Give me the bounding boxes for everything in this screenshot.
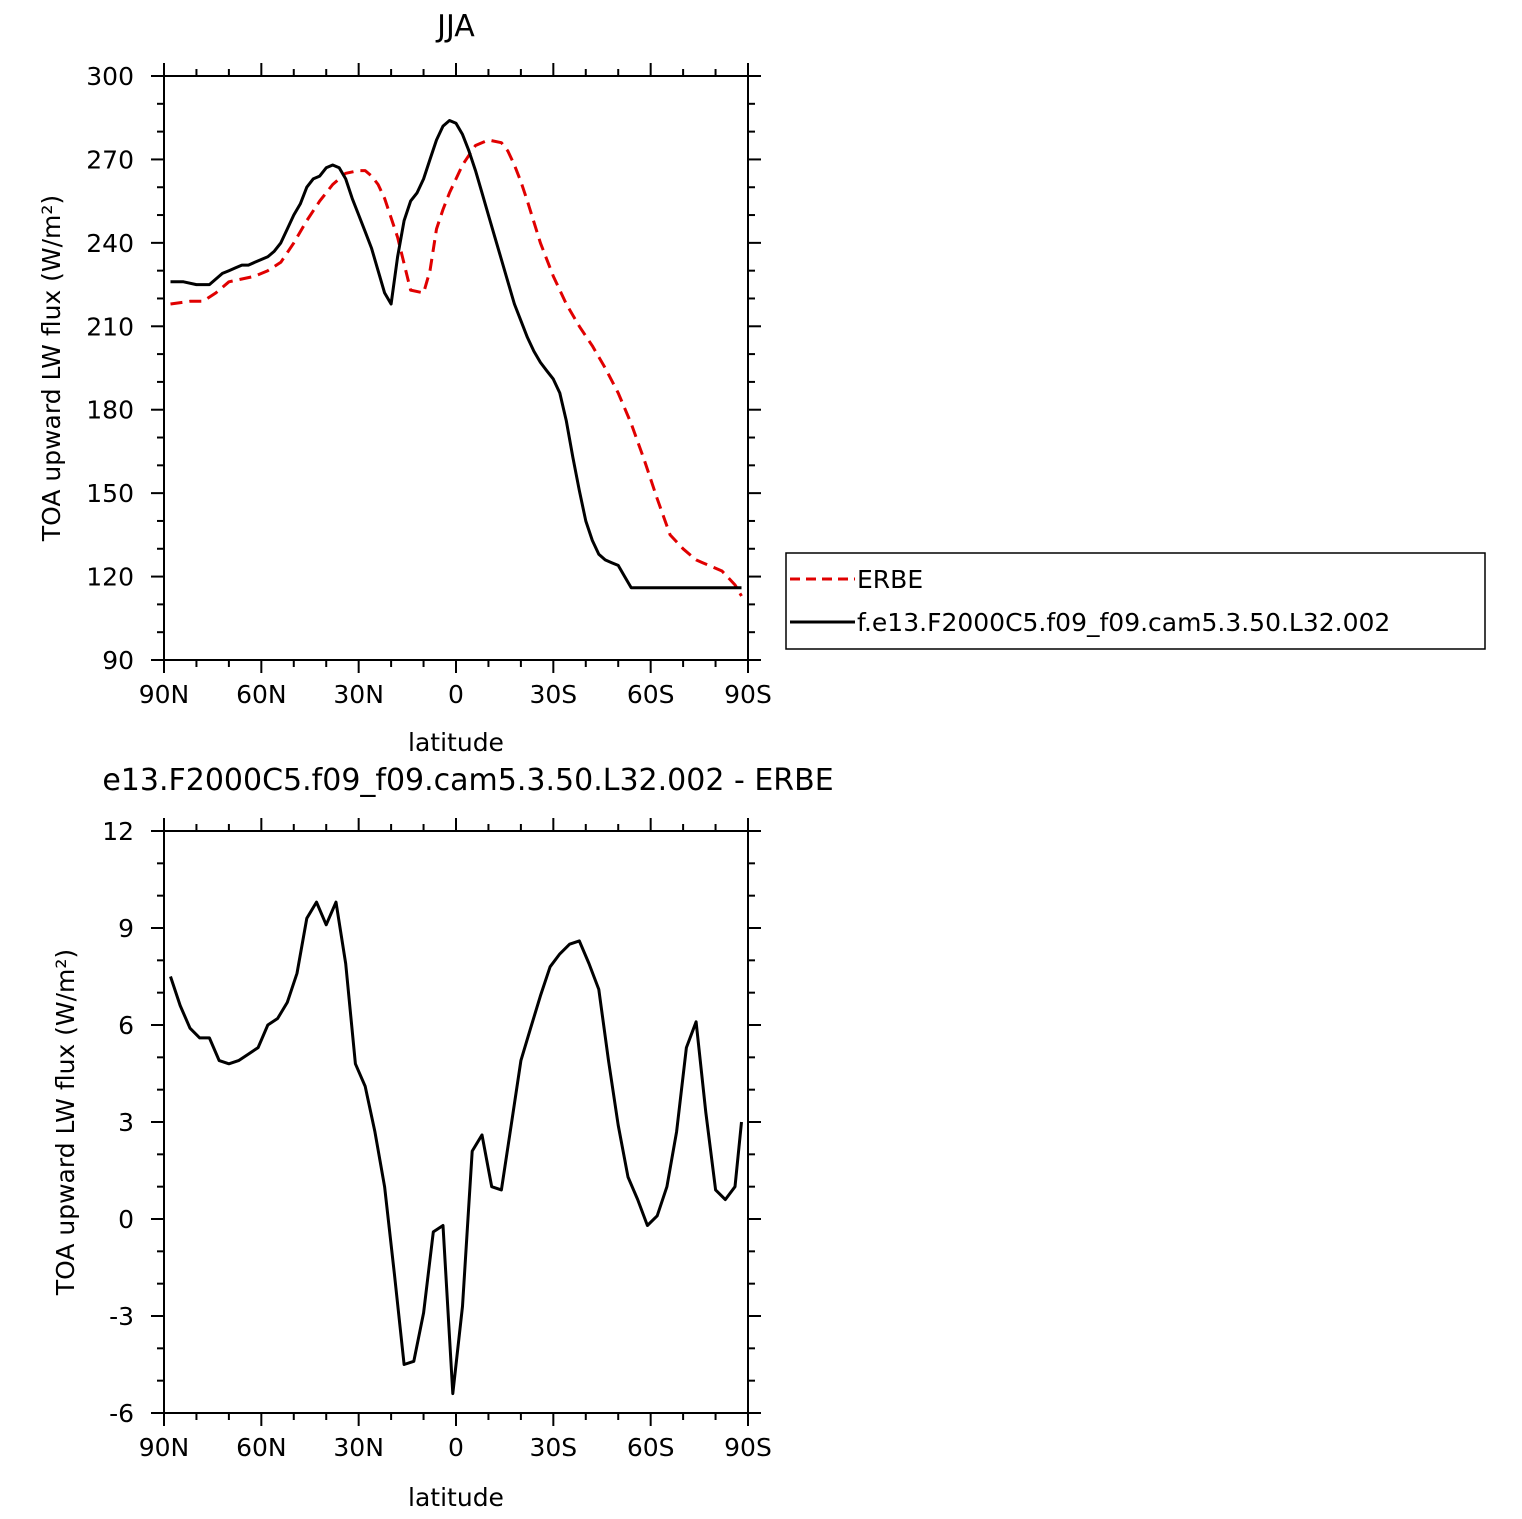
top-chart-title: JJA [435,9,475,44]
top-y-tick-label: 90 [102,646,134,675]
top-x-tick-label: 90N [139,680,190,709]
top-tick-layer: 90N 60N 30N 0 30S 60S 90S 90 120 150 180 210 240 270 3… [86,62,772,709]
top-series-1-line [170,119,742,590]
top-y-tick-label: 180 [86,396,134,425]
legend-model-label: f.e13.F2000C5.f09_f09.cam5.3.50.L32.002 [857,608,1390,637]
bottom-tick-layer: 90N 60N 30N 0 30S 60S 90S -6 -3 0 3 6 9 12 [102,817,772,1462]
legend-erbe-label: ERBE [857,565,923,594]
top-y-tick-label: 150 [86,479,134,508]
bottom-y-tick-label: 0 [118,1205,134,1234]
top-x-tick-label: 30N [333,680,384,709]
top-x-tick-label: 30S [529,680,577,709]
top-series-layer [170,119,743,597]
bottom-x-tick-label: 60N [236,1433,287,1462]
top-series-0-line [170,138,743,597]
bottom-x-tick-label: 30N [333,1433,384,1462]
bottom-plot-frame [163,830,749,1414]
top-x-tick-label: 0 [448,680,464,709]
bottom-x-tick-label: 60S [627,1433,675,1462]
bottom-y-tick-label: 9 [118,914,134,943]
bottom-y-tick-label: 12 [102,817,134,846]
top-y-tick-label: 240 [86,229,134,258]
top-y-tick-label: 210 [86,312,134,341]
top-x-tick-label: 60S [627,680,675,709]
legend-box [785,552,1486,650]
bottom-y-tick-label: -3 [109,1302,134,1331]
top-x-tick-label: 60N [236,680,287,709]
bottom-y-tick-label: 6 [118,1011,134,1040]
legend: ERBE f.e13.F2000C5.f09_f09.cam5.3.50.L32… [785,552,1486,650]
top-y-axis-label: TOA upward LW flux (W/m²) [37,195,66,542]
bottom-series-0-line [169,900,743,1396]
top-y-tick-label: 300 [86,62,134,91]
bottom-x-tick-label: 30S [529,1433,577,1462]
bottom-series-layer [169,900,743,1396]
bottom-y-axis-label: TOA upward LW flux (W/m²) [51,949,80,1296]
bottom-x-tick-label: 90N [139,1433,190,1462]
bottom-x-tick-label: 0 [448,1433,464,1462]
bottom-chart-title: e13.F2000C5.f09_f09.cam5.3.50.L32.002 - … [102,763,833,798]
top-y-tick-label: 120 [86,563,134,592]
bottom-y-tick-label: -6 [109,1399,134,1428]
bottom-panel: e13.F2000C5.f09_f09.cam5.3.50.L32.002 - … [51,763,834,1512]
top-x-tick-label: 90S [724,680,772,709]
bottom-y-tick-label: 3 [118,1108,134,1137]
top-x-axis-label: latitude [408,728,504,757]
bottom-x-tick-label: 90S [724,1433,772,1462]
bottom-x-axis-label: latitude [408,1483,504,1512]
top-panel: JJA 90N 60N 30N 0 30S 60S 90S 90 120 150 180 210 240… [37,9,772,757]
top-plot-frame [163,75,749,661]
top-y-tick-label: 270 [86,145,134,174]
